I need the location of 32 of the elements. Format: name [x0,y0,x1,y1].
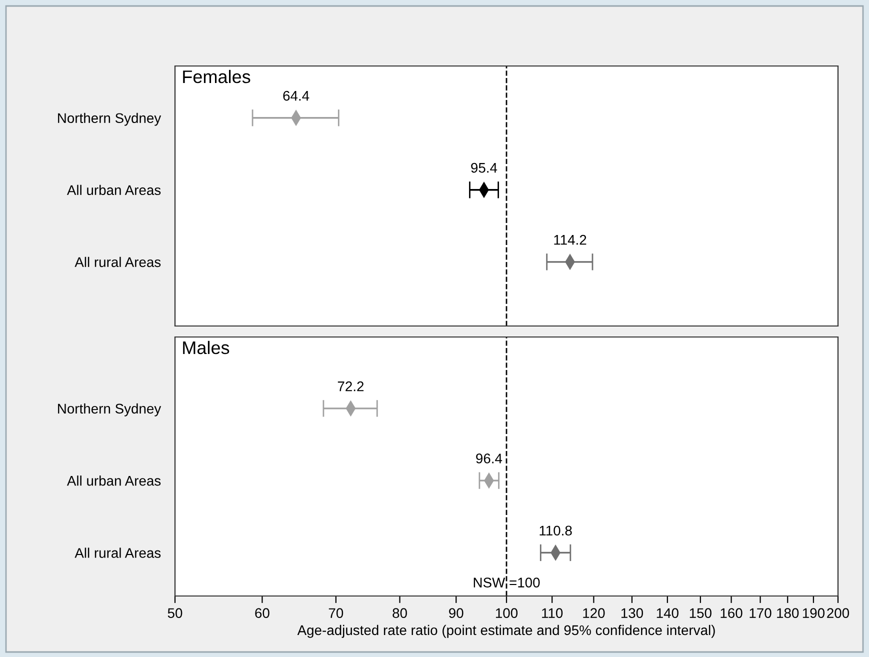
x-tick-label: 170 [750,608,772,618]
x-tick-label: 200 [827,608,850,618]
ref-line-label: NSW =100 [474,578,540,588]
x-tick-label: 150 [690,608,712,618]
x-tick-label: 140 [656,608,678,618]
x-tick-label: 60 [255,608,270,618]
y-tick-label: All urban Areas [66,184,161,196]
x-tick-label: 130 [621,608,644,618]
data-label: 64.4 [283,90,310,101]
chart-title: Females [183,70,250,84]
y-tick-label: Northern Sydney [58,112,162,126]
y-tick-label: All rural Areas [74,256,161,268]
data-label: 114.2 [554,234,586,245]
x-tick-label: 100 [496,608,518,618]
x-tick-label: 180 [777,608,799,618]
x-tick-label: 90 [449,608,464,618]
x-tick-label: 190 [802,608,825,618]
x-tick-label: 70 [328,608,344,618]
data-label: 110.8 [540,526,572,536]
chart-title: Males [183,340,230,354]
y-tick-label: Northern Sydney [58,403,162,416]
x-tick-label: 50 [168,608,182,618]
data-label: 95.4 [471,162,498,173]
data-label: 72.2 [338,381,364,392]
x-tick-label: 160 [720,608,742,618]
data-label: 96.4 [476,454,502,464]
x-tick-label: 110 [542,608,563,618]
y-tick-label: All urban Areas [66,476,161,486]
y-tick-label: All rural Areas [74,548,161,558]
x-tick-label: 120 [583,608,605,618]
x-axis-title: Age-adjusted rate ratio (point estimate and 95% confidence interval) [297,624,715,638]
x-tick-label: 80 [392,608,407,618]
